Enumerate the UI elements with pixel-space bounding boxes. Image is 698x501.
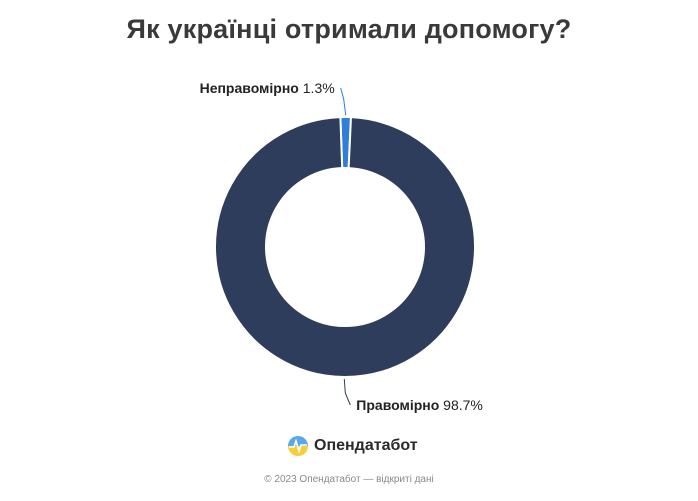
slice-1 xyxy=(213,116,476,378)
slice-label-value: 98.7% xyxy=(439,397,483,413)
chart-title: Як українці отримали допомогу? xyxy=(126,14,572,44)
slice-label-name: Неправомірно xyxy=(200,80,299,96)
slice-label-name: Правомірно xyxy=(356,397,439,413)
footer-copyright: © 2023 Опендатабот — відкриті дані xyxy=(264,474,434,485)
brand: Опендатабот xyxy=(287,434,418,458)
brand-name: Опендатабот xyxy=(314,437,418,454)
slice-label-1: Правомірно 98.7% xyxy=(356,397,483,413)
opendatabot-logo-icon xyxy=(288,436,308,456)
leader-line-0 xyxy=(340,87,347,116)
leader-line-1 xyxy=(343,378,351,406)
slice-label-value: 1.3% xyxy=(299,80,335,96)
slice-label-0: Неправомірно 1.3% xyxy=(200,80,335,96)
